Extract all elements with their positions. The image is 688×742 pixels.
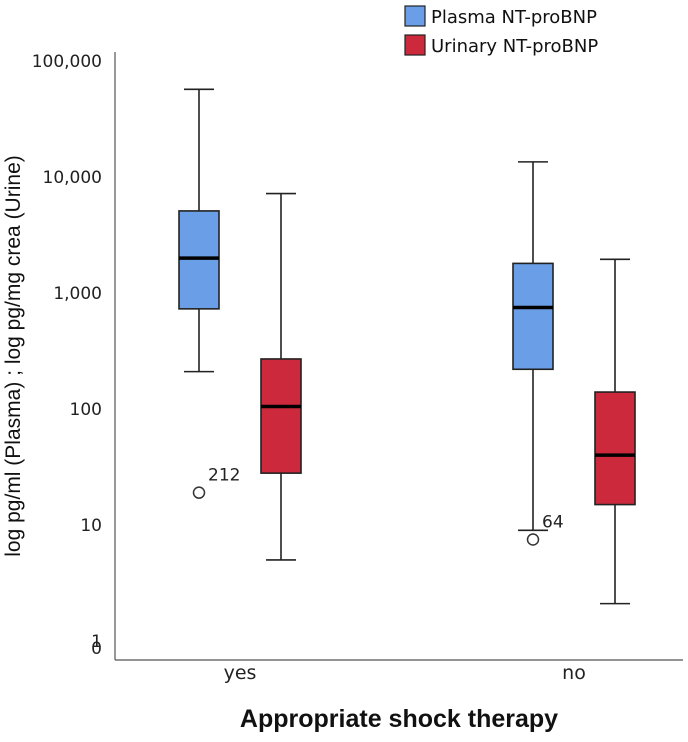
y-tick-label: 10	[80, 516, 102, 536]
box-plasma-no: 64	[512, 161, 564, 546]
iqr-box	[260, 358, 302, 474]
y-tick-label: 100,000	[32, 52, 102, 72]
y-tick-label: 1,000	[53, 284, 102, 304]
legend-item-plasma: Plasma NT-proBNP	[404, 5, 597, 28]
legend-swatch-urinary	[404, 34, 426, 56]
outlier-label: 64	[542, 512, 564, 532]
y-tick-label: 10,000	[43, 168, 102, 188]
y-tick-labels: 01 10 100 1,000 10,000 100,000	[32, 52, 102, 659]
legend: Plasma NT-proBNP Urinary NT-proBNP	[404, 5, 598, 57]
box-series: 212 64	[178, 88, 636, 605]
outlier-point	[526, 533, 540, 546]
box-urinary-yes	[260, 192, 302, 561]
outlier-point	[192, 486, 206, 499]
y-tick-label: 1	[91, 632, 102, 652]
x-tick-label: yes	[224, 662, 257, 684]
legend-item-urinary: Urinary NT-proBNP	[404, 34, 598, 57]
iqr-box	[594, 391, 636, 506]
y-tick-label: 100	[70, 400, 102, 420]
box-urinary-no	[594, 258, 636, 605]
legend-label-urinary: Urinary NT-proBNP	[431, 36, 598, 57]
legend-swatch-plasma	[404, 5, 426, 27]
y-axis-label: log pg/ml (Plasma) ; log pg/mg crea (Uri…	[2, 155, 25, 556]
y-tick-label: 0	[91, 639, 102, 659]
box-plasma-yes: 212	[178, 88, 240, 499]
plot-area: 01 10 100 1,000 10,000 100,000 yes no 212 64	[32, 52, 683, 684]
legend-label-plasma: Plasma NT-proBNP	[431, 7, 597, 28]
iqr-box	[178, 210, 220, 310]
iqr-box	[512, 262, 554, 371]
x-axis-label: Appropriate shock therapy	[240, 705, 558, 733]
outlier-label: 212	[208, 466, 240, 486]
x-tick-label: no	[562, 662, 586, 684]
x-tick-labels: yes no	[224, 662, 586, 684]
